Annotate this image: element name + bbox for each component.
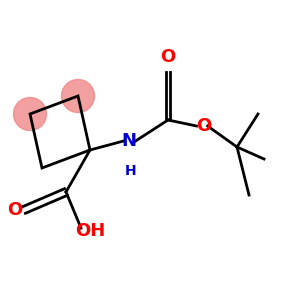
Text: O: O xyxy=(196,117,211,135)
Text: O: O xyxy=(160,48,175,66)
Text: H: H xyxy=(125,164,136,178)
Text: O: O xyxy=(8,201,22,219)
Text: N: N xyxy=(122,132,136,150)
Circle shape xyxy=(14,98,46,130)
Text: OH: OH xyxy=(75,222,105,240)
Circle shape xyxy=(61,80,94,112)
